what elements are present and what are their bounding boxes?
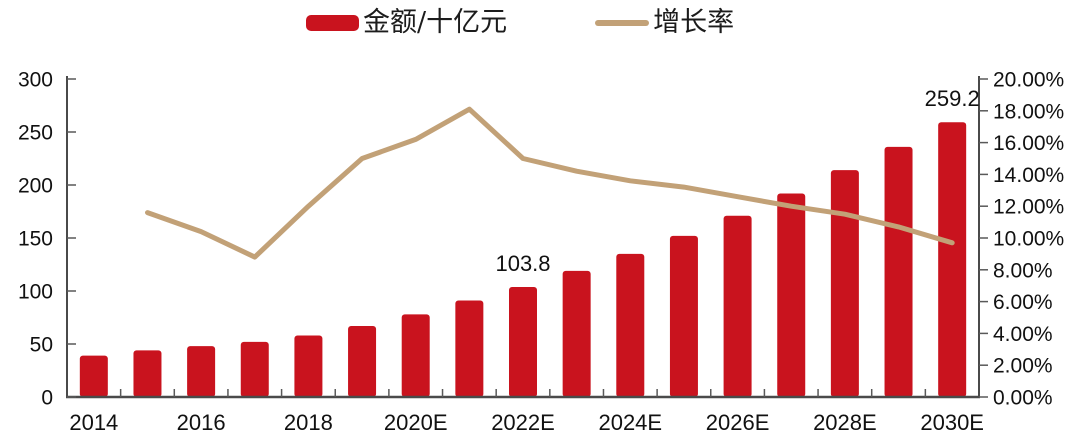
x-axis-tick-label: 2028E <box>813 410 877 435</box>
bar-2017 <box>240 341 269 397</box>
right-axis-tick-label: 14.00% <box>993 164 1064 187</box>
legend-item-amount: 金额/十亿元 <box>306 7 507 39</box>
bar-data-label: 259.2 <box>925 86 980 111</box>
legend-growth-label: 增长率 <box>653 7 735 38</box>
bar-2014 <box>79 355 108 397</box>
growth-rate-line <box>145 106 955 260</box>
bar-2023E <box>562 270 591 397</box>
x-axis-tick-label: 2022E <box>491 410 555 435</box>
left-axis-tick-label: 0 <box>41 387 53 410</box>
right-axis-tick-label: 4.00% <box>993 323 1053 346</box>
bar-2022E <box>509 286 537 397</box>
right-axis-tick-label: 8.00% <box>993 259 1053 282</box>
legend-amount-label: 金额/十亿元 <box>363 7 508 38</box>
right-axis-tick-label: 20.00% <box>993 69 1064 92</box>
bar-2016 <box>187 346 216 397</box>
right-axis-tick-label: 2.00% <box>993 355 1053 378</box>
left-axis-tick-label: 300 <box>18 69 53 92</box>
bar-2028E <box>830 170 859 397</box>
bar-2030E <box>938 122 967 398</box>
right-axis-tick-label: 6.00% <box>993 291 1053 314</box>
bar-2018 <box>294 335 323 397</box>
bar-data-label: 103.8 <box>495 251 550 276</box>
legend-bar-swatch-icon <box>306 15 359 31</box>
x-axis-tick-label: 2018 <box>284 410 333 435</box>
left-axis-tick-label: 200 <box>18 175 53 198</box>
x-axis-tick-label: 2024E <box>598 410 662 435</box>
right-axis-tick-label: 16.00% <box>993 132 1064 155</box>
right-axis-tick-label: 18.00% <box>993 100 1064 123</box>
x-axis-tick-label: 2014 <box>69 410 118 435</box>
left-axis-tick-label: 50 <box>30 334 53 357</box>
left-axis-tick-label: 250 <box>18 122 53 145</box>
chart-legend: 金额/十亿元 增长率 <box>306 7 734 39</box>
right-axis-tick-label: 12.00% <box>993 196 1064 219</box>
bar-2025E <box>669 235 698 397</box>
left-axis-tick-label: 100 <box>18 281 53 304</box>
bar-2019 <box>348 325 377 397</box>
bar-2024E <box>616 253 645 397</box>
right-axis-tick-label: 0.00% <box>993 387 1053 410</box>
x-axis-tick-label: 2030E <box>920 410 984 435</box>
bar-2020E <box>401 314 430 397</box>
bar-2015 <box>133 350 162 397</box>
legend-line-swatch-icon <box>595 20 650 26</box>
bar-2027E <box>777 193 806 397</box>
x-axis-tick-label: 2016 <box>177 410 226 435</box>
bar-2029E <box>884 146 913 397</box>
x-axis-tick-label: 2020E <box>384 410 448 435</box>
legend-item-growth: 增长率 <box>595 7 734 39</box>
bar-2021E <box>455 300 484 397</box>
bar-2026E <box>723 215 752 397</box>
right-axis-tick-label: 10.00% <box>993 228 1064 251</box>
x-axis-tick-label: 2026E <box>706 410 770 435</box>
left-axis-tick-label: 150 <box>18 228 53 251</box>
